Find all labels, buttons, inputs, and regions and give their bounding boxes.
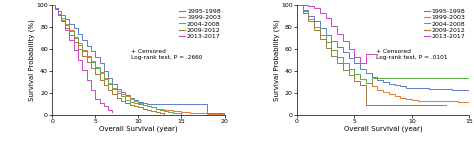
Y-axis label: Survival Probability (%): Survival Probability (%) [273, 19, 280, 101]
X-axis label: Overall Survival (year): Overall Survival (year) [99, 126, 178, 132]
Text: + Censored
Log-rank test, P = .0101: + Censored Log-rank test, P = .0101 [376, 49, 447, 60]
Legend: 1995-1998, 1999-2003, 2004-2008, 2009-2012, 2013-2017: 1995-1998, 1999-2003, 2004-2008, 2009-20… [178, 8, 221, 40]
Legend: 1995-1998, 1999-2003, 2004-2008, 2009-2012, 2013-2017: 1995-1998, 1999-2003, 2004-2008, 2009-20… [423, 8, 466, 40]
X-axis label: Overall Survival (year): Overall Survival (year) [344, 126, 422, 132]
Y-axis label: Survival Probability (%): Survival Probability (%) [28, 19, 35, 101]
Text: + Censored
Log-rank test, P = .2660: + Censored Log-rank test, P = .2660 [131, 49, 203, 60]
